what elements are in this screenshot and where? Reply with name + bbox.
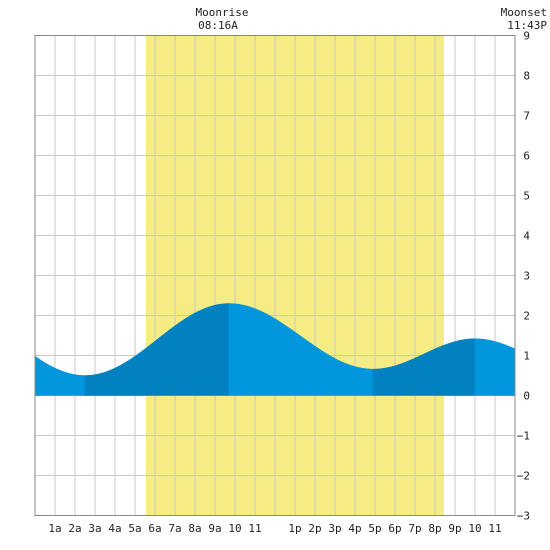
x-tick-label: 5a — [128, 522, 141, 535]
x-tick-label: 6p — [388, 522, 401, 535]
x-tick-label: 9a — [208, 522, 221, 535]
y-tick-label: 9 — [523, 30, 530, 43]
x-tick-label: 4p — [348, 522, 361, 535]
x-tick-label: 7a — [168, 522, 181, 535]
y-tick-label: 1 — [523, 350, 530, 363]
y-tick-label: 6 — [523, 150, 530, 163]
x-tick-label: 11 — [248, 522, 261, 535]
moonrise-label: Moonrise — [196, 6, 249, 19]
tide-segment — [474, 338, 516, 396]
tide-segment — [372, 338, 476, 396]
x-tick-label: 1a — [48, 522, 61, 535]
tide-segment — [84, 303, 230, 396]
x-tick-label: 3a — [88, 522, 101, 535]
y-tick-label: 7 — [523, 110, 530, 123]
x-tick-label: 4a — [108, 522, 121, 535]
x-tick-label: 5p — [368, 522, 381, 535]
x-tick-label: 3p — [328, 522, 341, 535]
x-tick-label: 1p — [288, 522, 301, 535]
moonrise-time: 08:16A — [198, 19, 238, 32]
x-tick-label: 2p — [308, 522, 321, 535]
tide-area-layer — [34, 303, 516, 396]
y-tick-label: 4 — [523, 230, 530, 243]
y-tick-label: 3 — [523, 270, 530, 283]
y-tick-label: 8 — [523, 70, 530, 83]
x-tick-label: 7p — [408, 522, 421, 535]
plot-frame — [34, 35, 516, 516]
grid-layer — [35, 35, 515, 516]
x-tick-labels: 1a 2a 3a 4a 5a 6a 7a 8a 9a 10 11 1p 2p 3p 4p 5p 6p 7p 8p 9p… — [48, 522, 501, 535]
y-tick-label: −3 — [517, 510, 530, 523]
x-tick-label: 8p — [428, 522, 441, 535]
x-tick-label: 11 — [488, 522, 501, 535]
y-tick-label: 5 — [523, 190, 530, 203]
tide-segment — [34, 355, 86, 396]
x-tick-label: 8a — [188, 522, 201, 535]
y-tick-labels: −3 −2 −1 0 1 2 3 4 5 6 7 8 9 — [517, 30, 531, 523]
moonset-label: Moonset — [501, 6, 547, 19]
y-tick-label: −2 — [517, 470, 530, 483]
moonset-time: 11:43P — [507, 19, 547, 32]
tide-segment — [228, 303, 374, 396]
x-tick-label: 9p — [448, 522, 461, 535]
x-tick-label: 10 — [228, 522, 241, 535]
x-tick-label: 2a — [68, 522, 81, 535]
y-tick-label: 0 — [523, 390, 530, 403]
y-tick-label: −1 — [517, 430, 530, 443]
y-tick-label: 2 — [523, 310, 530, 323]
x-tick-label: 6a — [148, 522, 161, 535]
x-tick-label: 10 — [468, 522, 481, 535]
